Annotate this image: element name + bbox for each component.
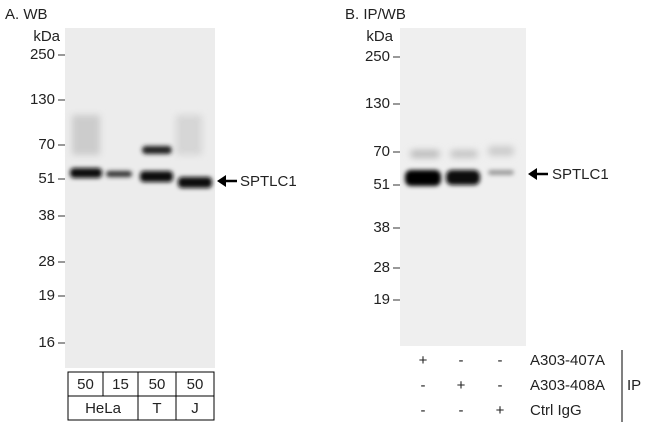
marker-label: 38 <box>373 219 390 236</box>
panel-title: B. IP/WB <box>345 6 406 23</box>
marker-label: 70 <box>38 136 55 153</box>
marker-label: 250 <box>365 48 390 65</box>
marker-label: 51 <box>373 176 390 193</box>
marker-label: 70 <box>373 143 390 160</box>
marker-label: 19 <box>373 291 390 308</box>
cell-line: HeLa <box>85 400 122 417</box>
ip-sign: - <box>459 402 464 419</box>
cell-line: J <box>191 400 199 417</box>
lane-load: 50 <box>149 376 166 393</box>
lane-load: 15 <box>112 376 129 393</box>
ip-sign: + <box>457 377 466 394</box>
ip-sign: + <box>496 402 505 419</box>
blot-a <box>65 28 215 368</box>
blot-b <box>400 28 526 346</box>
marker-label: 19 <box>38 287 55 304</box>
ip-sign: - <box>498 352 503 369</box>
lane-load: 50 <box>77 376 94 393</box>
unit: kDa <box>366 28 393 45</box>
antibody-label: A303-408A <box>530 377 605 394</box>
antibody-label: Ctrl IgG <box>530 402 582 419</box>
target-label: SPTLC1 <box>552 166 609 183</box>
marker-label: 28 <box>373 259 390 276</box>
marker-label: 130 <box>30 91 55 108</box>
ip-sign: - <box>459 352 464 369</box>
bands-b <box>405 146 514 186</box>
bands-a <box>70 115 212 188</box>
marker-label: 16 <box>38 334 55 351</box>
cell-line: T <box>152 400 161 417</box>
antibody-label: A303-407A <box>530 352 605 369</box>
target-label: SPTLC1 <box>240 173 297 190</box>
panel-title: A. WB <box>5 6 48 23</box>
marker-label: 28 <box>38 253 55 270</box>
marker-label: 38 <box>38 207 55 224</box>
arrow-head <box>217 175 226 187</box>
marker-label: 130 <box>365 95 390 112</box>
ip-label: IP <box>627 377 641 394</box>
ip-sign: - <box>421 377 426 394</box>
ip-sign: - <box>498 377 503 394</box>
marker-label: 51 <box>38 170 55 187</box>
marker-label: 250 <box>30 46 55 63</box>
unit: kDa <box>33 28 60 45</box>
arrow-head <box>528 168 537 180</box>
ip-sign: + <box>419 352 428 369</box>
ip-sign: - <box>421 402 426 419</box>
lane-load: 50 <box>187 376 204 393</box>
